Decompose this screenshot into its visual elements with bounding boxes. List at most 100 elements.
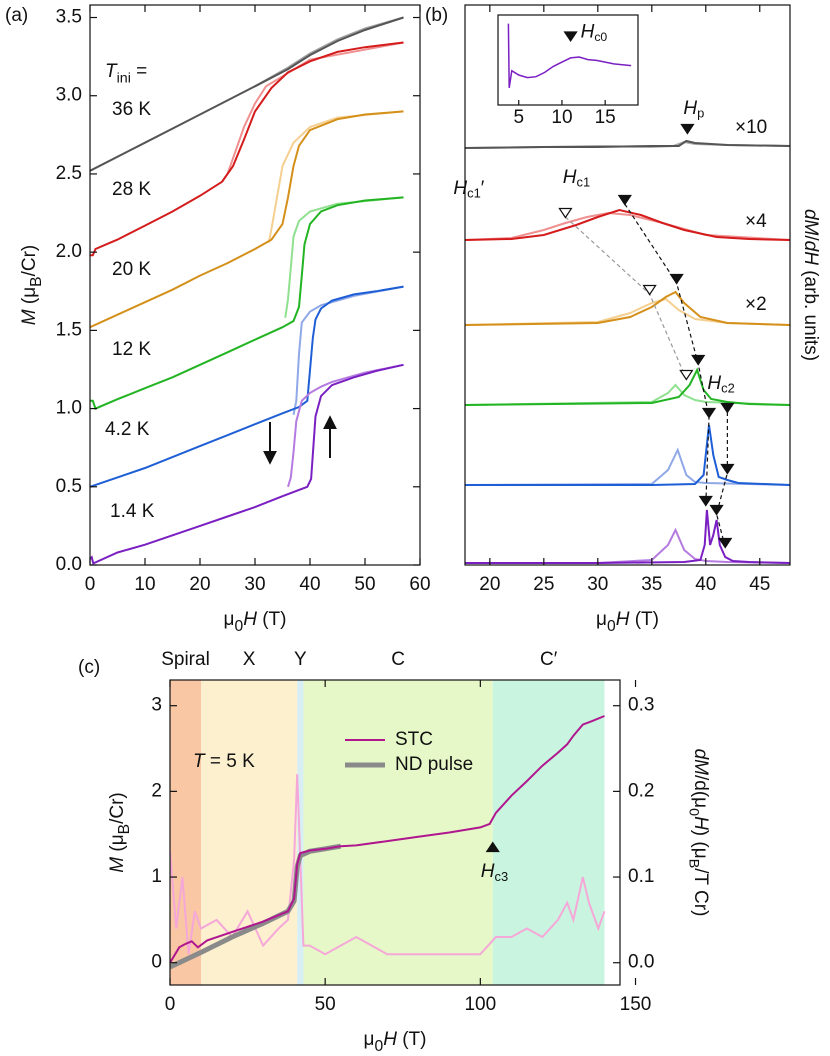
curve-up xyxy=(465,424,790,486)
curve-down xyxy=(287,363,404,488)
field-marker xyxy=(558,207,573,219)
temperature-label: 28 K xyxy=(112,179,151,200)
phase-region xyxy=(170,680,202,985)
marker-label: Hc3 xyxy=(481,861,508,884)
y-axis-label-part: /Cr) xyxy=(107,792,128,824)
y2-axis-label-part: /T Cr) xyxy=(690,868,711,916)
field-marker xyxy=(701,407,717,419)
marker-label-part: ′ xyxy=(481,178,485,199)
curve-up xyxy=(465,367,790,406)
y-tick-label: 3 xyxy=(151,695,162,716)
x-tick-label: 60 xyxy=(409,574,430,595)
marker-label-part: c1 xyxy=(467,186,481,201)
curve-down xyxy=(292,285,404,415)
x-tick-label: 25 xyxy=(533,574,554,595)
x-tick-label: 50 xyxy=(315,994,336,1015)
annotation: T = 5 K xyxy=(193,751,255,772)
y2-axis-label: dM/d(μ0H) (μB/T Cr) xyxy=(686,749,711,917)
panel-label: (b) xyxy=(425,5,448,26)
curve-down xyxy=(254,16,404,88)
y-axis-label: dM/dH (arb. units) xyxy=(800,209,821,361)
x-axis-label-part: (T) xyxy=(629,609,659,630)
plot-area xyxy=(90,16,404,565)
curve-up xyxy=(465,290,790,326)
field-marker xyxy=(720,463,735,475)
y-tick-label: 1.0 xyxy=(56,398,82,419)
curve-up xyxy=(90,196,404,410)
field-marker xyxy=(642,284,657,296)
x-tick-label: 20 xyxy=(189,574,210,595)
y-tick-label: 3.5 xyxy=(56,7,82,28)
field-marker xyxy=(718,537,733,549)
field-marker xyxy=(679,369,694,381)
guide-line xyxy=(624,203,710,506)
y-tick-label: 0.5 xyxy=(56,476,82,497)
marker-label: Hc1′ xyxy=(453,178,484,201)
marker-label: Hc1 xyxy=(563,167,590,190)
phase-label: X xyxy=(243,649,256,670)
legend-label: STC xyxy=(395,729,433,750)
field-marker xyxy=(617,194,632,206)
phase-label: Spiral xyxy=(161,649,210,670)
inset-frame xyxy=(497,14,639,106)
y-tick-label: 0.1 xyxy=(628,866,654,887)
y-axis-label-part: B xyxy=(116,824,133,834)
y-axis-label-part: /Cr) xyxy=(19,245,40,277)
y-axis-label-part: (μ xyxy=(19,287,40,310)
x-tick-label: 150 xyxy=(620,994,652,1015)
phase-region xyxy=(492,680,605,985)
field-marker xyxy=(485,841,500,853)
marker-label-part: H xyxy=(581,21,595,42)
x-axis-label-part: H xyxy=(383,1029,397,1050)
phase-label: Y xyxy=(294,649,307,670)
marker-label: Hc0 xyxy=(581,21,608,44)
field-marker xyxy=(691,354,706,366)
series-line xyxy=(170,774,606,956)
curve-down xyxy=(284,196,404,318)
marker-label-part: H xyxy=(481,861,495,882)
marker-label-part: H xyxy=(563,167,577,188)
x-axis-label-part: 0 xyxy=(374,1038,383,1055)
annotation: Tini = xyxy=(105,61,147,86)
curve-down xyxy=(465,527,790,564)
y-axis-label-part: M xyxy=(107,857,128,873)
marker-label-part: c0 xyxy=(594,30,607,44)
x-tick-label: 40 xyxy=(299,574,320,595)
scale-factor: ×4 xyxy=(745,211,767,232)
y-axis-label: M (μB/Cr) xyxy=(19,245,45,325)
curve-down xyxy=(221,41,404,183)
plot-area xyxy=(170,680,606,985)
scale-factor: ×2 xyxy=(745,294,767,315)
y-axis-label-part: / xyxy=(800,235,821,241)
y-tick-label: 0 xyxy=(151,952,162,973)
marker-label-part: c2 xyxy=(721,381,735,396)
x-axis-label-part: (T) xyxy=(257,609,287,630)
plot-frame xyxy=(89,4,421,566)
series-line xyxy=(170,715,605,964)
y-tick-label: 0.0 xyxy=(56,554,82,575)
marker-label-part: p xyxy=(697,106,704,121)
curve-up xyxy=(90,363,404,565)
marker-label-part: c3 xyxy=(494,869,508,884)
plot-frame xyxy=(464,4,791,566)
y-axis-label-part: M xyxy=(19,309,40,325)
curve-up xyxy=(465,139,790,149)
x-axis-label-part: (T) xyxy=(397,1029,427,1050)
field-marker xyxy=(709,504,724,516)
x-axis-label-part: 0 xyxy=(607,618,616,635)
curve-up xyxy=(90,41,404,257)
x-tick-label: 20 xyxy=(479,574,500,595)
x-tick-label: 100 xyxy=(464,994,496,1015)
x-axis-label-part: H xyxy=(616,609,630,630)
phase-region xyxy=(201,680,298,985)
panel-label: (a) xyxy=(5,5,28,26)
annotation-part: ini xyxy=(117,70,131,86)
phase-label: C xyxy=(391,649,405,670)
y-tick-label: 1 xyxy=(151,866,162,887)
y-axis-label-part: B xyxy=(28,276,45,286)
phase-label: C′ xyxy=(540,649,558,670)
y2-axis-label-part: ) (μ xyxy=(690,830,711,859)
panel: (a) 36 K 28 K 20 K 12 K 4.2 K 1.4 K 0 10 20 30 40 50… xyxy=(5,4,431,635)
